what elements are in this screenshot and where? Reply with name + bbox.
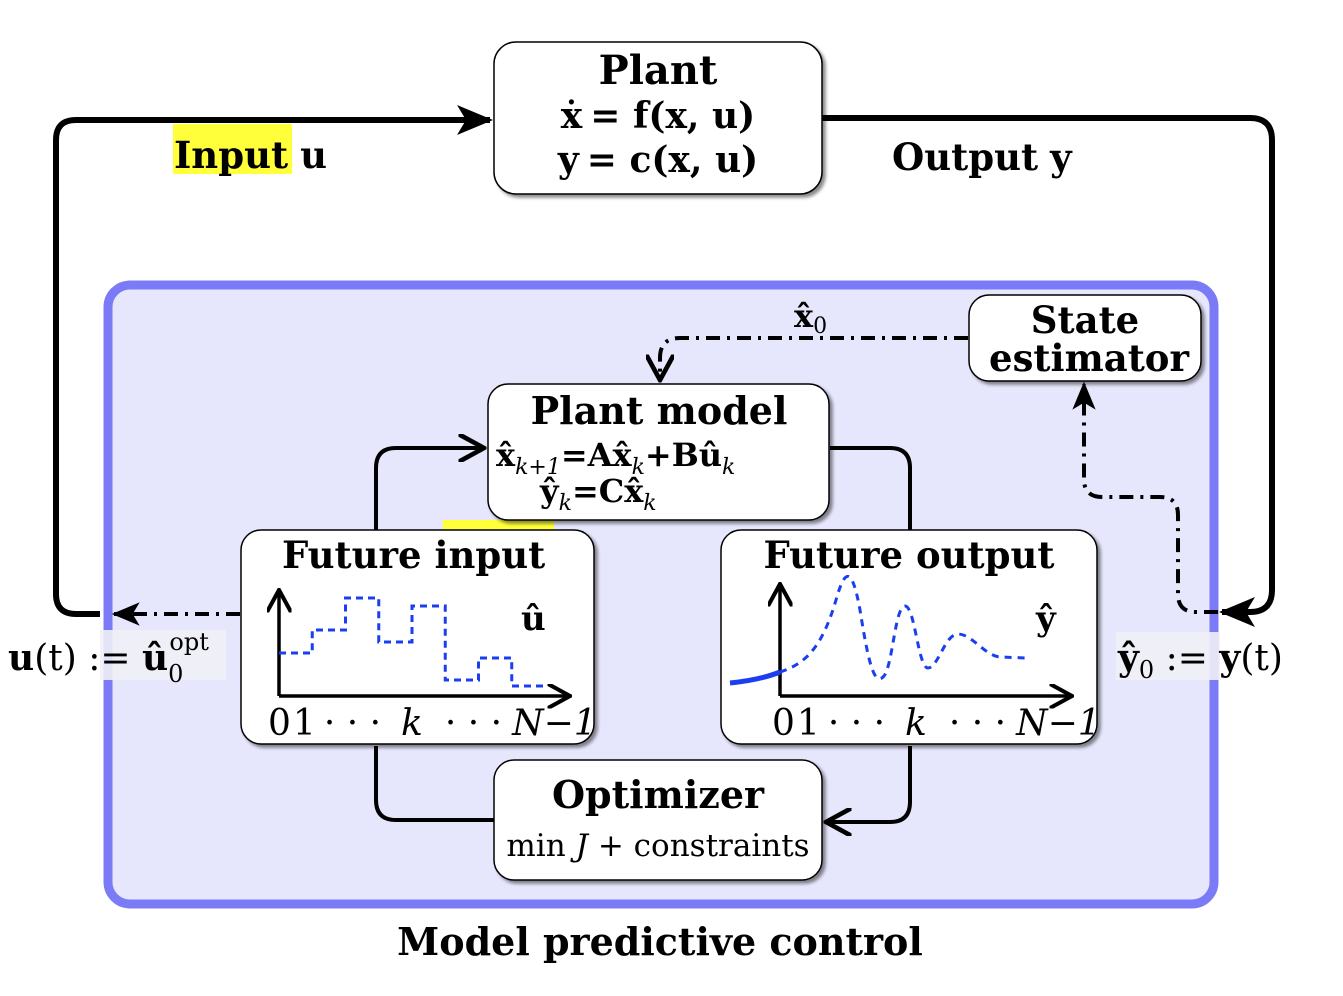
- future-input-step-line: [279, 596, 545, 688]
- input-to-model-arrow: [374, 448, 484, 530]
- output-arrow: [822, 115, 1275, 627]
- plant-title: Plant: [599, 47, 718, 94]
- plant-model-box: [487, 383, 830, 521]
- future-output-var: ŷ: [1035, 599, 1057, 639]
- future-output-ticks: 01 · · · k · · · N−1: [772, 703, 1101, 744]
- x0-hat-label: x̂0: [794, 297, 827, 339]
- optimizer-title: Optimizer: [552, 772, 765, 817]
- optimizer-objective: min J + constraints: [506, 828, 809, 864]
- future-output-axes: [780, 584, 1072, 696]
- measurement-arrow: [1072, 381, 1218, 614]
- future-input-box: [240, 529, 595, 745]
- future-output-title: Future output: [764, 533, 1055, 577]
- future-input-var: û: [521, 599, 546, 639]
- optimizer-box: [493, 759, 823, 881]
- estimate-arrow: [660, 336, 968, 380]
- y0-label: ŷ0 := y(t): [1117, 637, 1283, 684]
- model-to-output-arrow: [830, 446, 912, 530]
- plant-model-eq1: x̂k+1=Ax̂k+Bûk: [496, 436, 735, 480]
- future-input-title: Future input: [282, 533, 545, 577]
- optimizer-to-input-arrow: [374, 746, 494, 822]
- future-input-step-plot: [279, 596, 545, 688]
- plant-eq1: ẋ = f(x, u): [561, 95, 755, 137]
- u-label-bg: [100, 630, 226, 680]
- state-estimator-line1: State: [1031, 298, 1139, 342]
- input-label: Input u: [174, 133, 327, 177]
- state-estimator-box: [968, 294, 1202, 382]
- output-label: Output y: [892, 135, 1073, 179]
- future-output-curve: [729, 575, 1027, 686]
- u-t-label: u(t) := û0opt: [8, 628, 209, 688]
- future-output-box: [720, 529, 1098, 745]
- mpc-caption: Model predictive control: [397, 919, 923, 964]
- state-estimator-line2: estimator: [989, 336, 1189, 380]
- plant-model-eq2: ŷk=Cx̂k: [539, 472, 657, 516]
- input-highlight: [173, 124, 292, 174]
- mpc-region: [103, 280, 1219, 909]
- plant-box: [493, 41, 823, 195]
- input-arrow: [53, 105, 493, 617]
- future-input-ticks: 01 · · · k · · · N−1: [268, 703, 597, 744]
- output-to-optimizer-arrow: [826, 746, 912, 822]
- plant-model-title: Plant model: [531, 388, 788, 433]
- plant-eq2: y = c(x, u): [557, 139, 758, 181]
- y0-label-bg: [1116, 632, 1220, 680]
- future-input-axes: [279, 590, 570, 696]
